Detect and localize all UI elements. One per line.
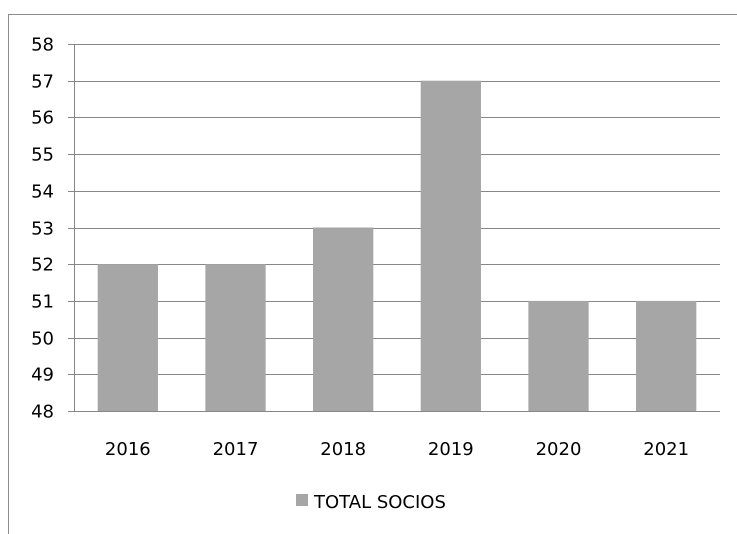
bar-2019 <box>420 80 481 411</box>
gridlines <box>74 44 720 375</box>
bar-2020 <box>528 300 589 411</box>
y-tick-label: 56 <box>31 108 54 129</box>
bar-2018 <box>313 227 374 411</box>
y-tick-label: 48 <box>31 402 54 423</box>
bar-2017 <box>205 264 266 411</box>
legend: TOTAL SOCIOS <box>296 492 446 513</box>
bar-2021 <box>636 300 697 411</box>
x-tick-label: 2019 <box>428 439 474 460</box>
y-tick-labels: 48 49 50 51 52 53 54 55 56 57 58 <box>31 35 54 423</box>
bars <box>97 80 697 411</box>
y-tick-label: 51 <box>31 292 54 313</box>
y-tick-label: 50 <box>31 329 54 350</box>
x-tick-label: 2017 <box>213 439 259 460</box>
y-tick-label: 52 <box>31 255 54 276</box>
bar-2016 <box>97 264 158 411</box>
x-tick-label: 2021 <box>643 439 689 460</box>
axes <box>68 44 720 412</box>
y-tick-label: 53 <box>31 219 54 240</box>
x-tick-label: 2018 <box>320 439 366 460</box>
y-tick-label: 58 <box>31 35 54 56</box>
legend-swatch <box>296 494 308 506</box>
x-tick-labels: 2016 2017 2018 2019 2020 2021 <box>105 439 689 460</box>
y-tick-label: 49 <box>31 365 54 386</box>
y-tick-label: 54 <box>31 182 54 203</box>
legend-label: TOTAL SOCIOS <box>313 492 446 513</box>
x-tick-label: 2020 <box>536 439 582 460</box>
y-tick-label: 57 <box>31 72 54 93</box>
y-tick-label: 55 <box>31 145 54 166</box>
x-tick-label: 2016 <box>105 439 151 460</box>
